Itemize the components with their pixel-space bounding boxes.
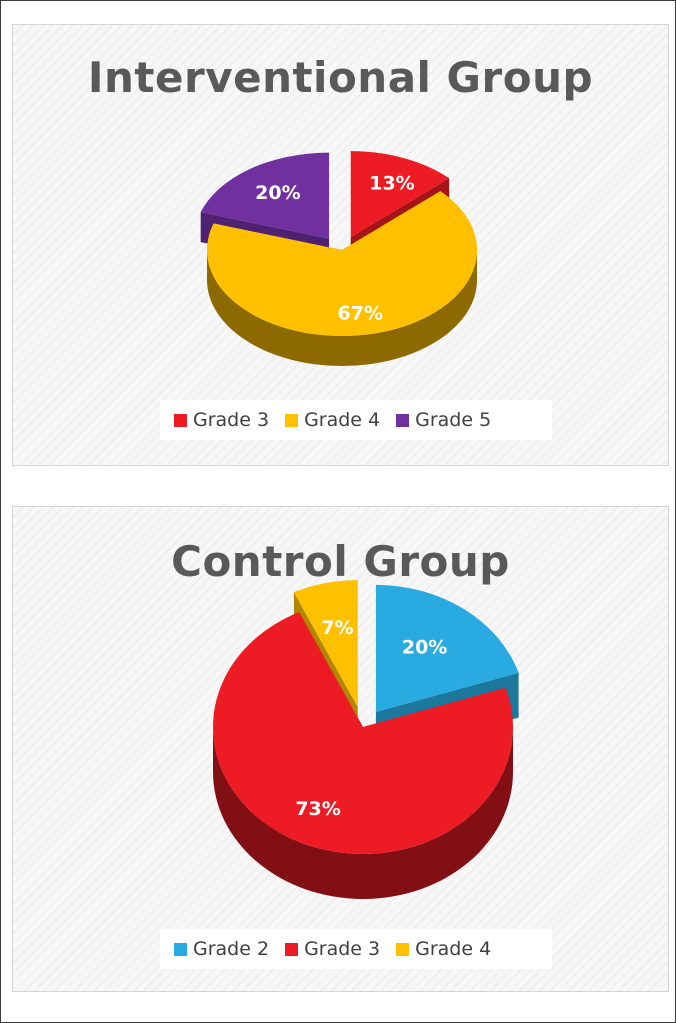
pie-slice-grade-3 [213,612,513,854]
legend-swatch [174,413,187,427]
legend-swatch [285,942,299,956]
legend: Grade 2 Grade 3 Grade 4 [160,929,552,969]
legend-swatch [396,413,410,427]
data-label: 20% [255,182,300,204]
legend-label: Grade 4 [304,409,381,431]
control-group-chart: Control Group 20% 73% 7% Grade 2 Grade 3 G… [12,506,669,992]
legend-item-grade-3: Grade 3 [174,409,269,431]
legend-item-grade-5: Grade 5 [396,409,491,431]
legend-item-grade-3: Grade 3 [285,938,380,960]
data-label: 13% [369,173,414,195]
legend: Grade 3 Grade 4 Grade 5 [160,400,552,440]
legend-item-grade-4: Grade 4 [285,409,380,431]
pie-chart-interventional: 13% 67% 20% [200,151,478,366]
data-label: 20% [402,637,447,659]
legend-swatch [174,942,187,956]
legend-item-grade-4: Grade 4 [396,938,491,960]
legend-label: Grade 5 [415,409,492,431]
data-label: 67% [338,303,383,325]
data-label: 7% [321,617,353,639]
interventional-group-chart: Interventional Group 13% 67% 20% Grade 3 G… [12,24,669,466]
pie-slice-grade-4 [293,580,358,708]
legend-label: Grade 3 [193,409,270,431]
chart-title: Interventional Group [87,53,594,102]
pie-slice-grade-3 [350,151,450,238]
chart-title: Control Group [171,537,510,586]
pie-slice-grade-5 [200,152,330,239]
pie-chart-control: 20% 73% 7% [213,580,519,899]
legend-label: Grade 2 [193,938,270,960]
legend-swatch [285,413,299,427]
pie-slice-grade-2 [375,584,519,712]
legend-label: Grade 3 [304,938,381,960]
legend-swatch [396,942,410,956]
legend-item-grade-2: Grade 2 [174,938,269,960]
legend-label: Grade 4 [415,938,492,960]
data-label: 73% [295,798,340,820]
pie-slice-grade-4 [206,191,478,336]
